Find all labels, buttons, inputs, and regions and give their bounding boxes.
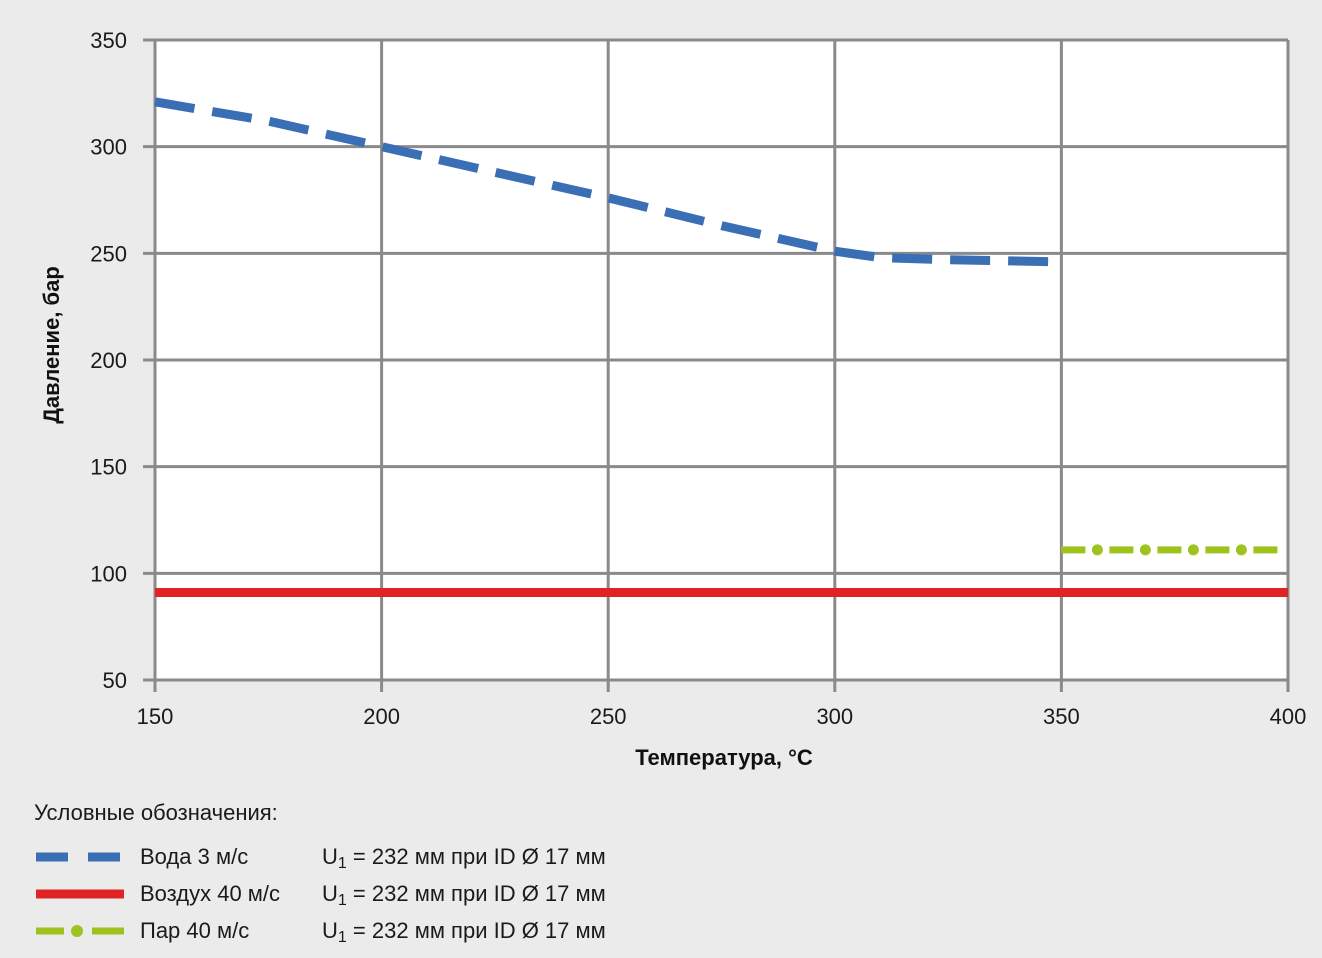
- x-tick-label: 300: [816, 704, 853, 729]
- y-axis-title: Давление, бар: [39, 266, 64, 424]
- pressure-temperature-chart: 50 100 150 200 250 300 350 150 200 250 300 350 400 Т…: [39, 28, 1306, 770]
- x-tick-label: 250: [590, 704, 627, 729]
- legend-item-steam: Пар 40 м/с U1 = 232 мм при ID Ø 17 мм: [34, 912, 734, 949]
- legend: Условные обозначения: Вода 3 м/с U1 = 23…: [34, 800, 734, 949]
- legend-label-water: Вода 3 м/с: [140, 843, 249, 869]
- legend-item-water: Вода 3 м/с U1 = 232 мм при ID Ø 17 мм: [34, 838, 734, 875]
- axis-tick-labels: 50 100 150 200 250 300 350 150 200 250 300 350 400: [90, 28, 1306, 729]
- x-tick-label: 400: [1270, 704, 1307, 729]
- x-tick-label: 200: [363, 704, 400, 729]
- y-tick-label: 200: [90, 348, 127, 373]
- legend-note-water: U1 = 232 мм при ID Ø 17 мм: [322, 843, 606, 872]
- legend-item-air: Воздух 40 м/с U1 = 232 мм при ID Ø 17 мм: [34, 875, 734, 912]
- y-tick-label: 150: [90, 455, 127, 480]
- y-tick-label: 100: [90, 561, 127, 586]
- legend-label-air: Воздух 40 м/с: [140, 880, 281, 906]
- series-dot-steam: [1091, 544, 1103, 556]
- data-series: [154, 97, 1288, 598]
- x-tick-label: 150: [137, 704, 174, 729]
- series-dot-steam: [1187, 544, 1199, 556]
- y-tick-label: 300: [90, 135, 127, 160]
- y-tick-label: 350: [90, 28, 127, 53]
- legend-header: Условные обозначения:: [34, 800, 278, 825]
- y-tick-label: 50: [103, 668, 127, 693]
- legend-note-air: U1 = 232 мм при ID Ø 17 мм: [322, 880, 606, 909]
- legend-swatch-water: [34, 847, 124, 867]
- series-dot-steam: [1139, 544, 1151, 556]
- legend-swatch-steam: [34, 921, 124, 941]
- y-tick-label: 250: [90, 241, 127, 266]
- x-tick-label: 350: [1043, 704, 1080, 729]
- series-dot-steam: [1235, 544, 1247, 556]
- series-line-water: [154, 97, 1062, 267]
- x-axis-title: Температура, °C: [635, 745, 813, 770]
- legend-note-steam: U1 = 232 мм при ID Ø 17 мм: [322, 917, 606, 946]
- legend-label-steam: Пар 40 м/с: [140, 917, 250, 943]
- legend-swatch-air: [34, 884, 124, 904]
- grid-lines: [143, 38, 1290, 692]
